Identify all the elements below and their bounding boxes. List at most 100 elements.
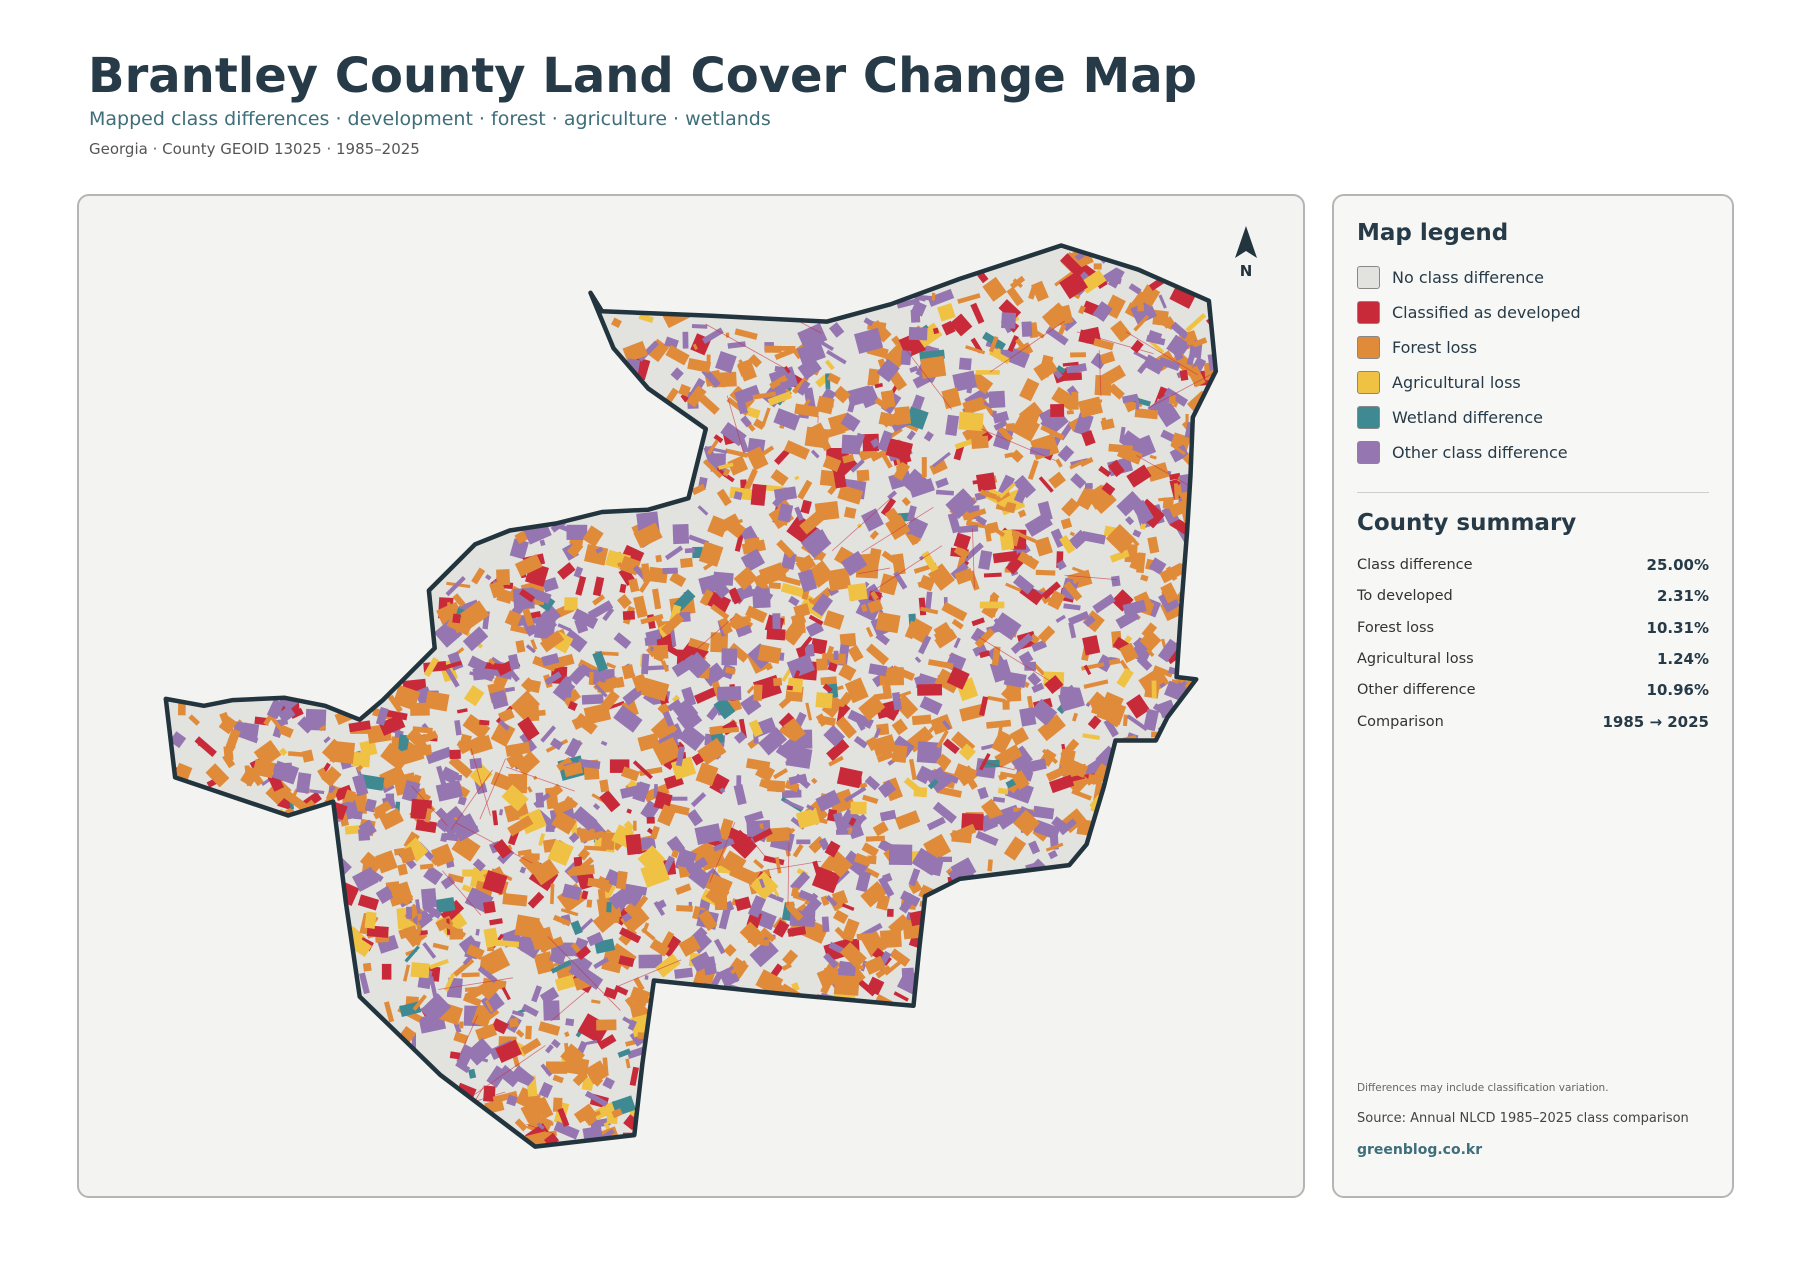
- summary-row: Agricultural loss 1.24%: [1357, 648, 1709, 670]
- change-patch: [761, 407, 771, 428]
- change-patch: [463, 685, 485, 707]
- change-patch: [564, 597, 578, 611]
- change-patch: [889, 948, 911, 967]
- summary-label: Agricultural loss: [1357, 650, 1474, 667]
- change-patch: [575, 575, 587, 596]
- change-patch: [458, 736, 483, 755]
- change-patch: [397, 863, 408, 876]
- change-patch: [626, 1046, 645, 1059]
- change-patch: [698, 909, 718, 931]
- change-patch: [507, 653, 520, 671]
- change-patch: [1073, 412, 1094, 437]
- change-patch: [514, 914, 540, 939]
- change-patch: [511, 1010, 525, 1018]
- change-patch: [713, 938, 726, 955]
- change-patch: [745, 605, 768, 624]
- change-patch: [625, 833, 643, 856]
- change-patch: [1185, 312, 1207, 333]
- change-patch: [674, 967, 694, 979]
- change-patch: [945, 488, 977, 519]
- change-patch: [716, 488, 732, 507]
- change-patch: [706, 354, 711, 367]
- change-patch: [1008, 348, 1030, 369]
- change-patch: [970, 337, 983, 354]
- change-patch: [1031, 682, 1045, 694]
- change-patch: [1139, 629, 1162, 652]
- change-patch: [783, 799, 804, 811]
- change-patch: [1108, 383, 1125, 400]
- change-patch: [871, 734, 897, 757]
- change-patch: [1092, 593, 1116, 614]
- change-patch: [1087, 715, 1102, 730]
- change-patch: [633, 820, 637, 831]
- change-patch: [1126, 714, 1148, 732]
- change-patch: [567, 700, 578, 712]
- change-patch: [856, 469, 870, 482]
- road-line: [857, 567, 891, 575]
- change-patch: [1006, 286, 1024, 307]
- change-patch: [444, 973, 456, 992]
- change-patch: [810, 638, 828, 655]
- change-patch: [1173, 483, 1179, 500]
- change-patch: [307, 789, 325, 795]
- change-patch: [1132, 538, 1140, 547]
- change-patch: [967, 570, 980, 591]
- change-patch: [1146, 335, 1166, 346]
- change-patch: [573, 566, 584, 579]
- change-patch: [767, 391, 793, 406]
- change-patch: [514, 1118, 528, 1132]
- change-patch: [952, 370, 978, 392]
- summary-value: 1985 → 2025: [1602, 712, 1709, 731]
- change-patches: [169, 245, 1216, 1147]
- change-patch: [317, 767, 328, 778]
- change-patch: [1055, 458, 1063, 468]
- road-line: [1064, 574, 1118, 581]
- change-patch: [916, 741, 943, 764]
- change-patch: [1169, 444, 1190, 463]
- change-patch: [1108, 443, 1133, 454]
- change-patch: [841, 850, 870, 877]
- change-patch: [1083, 615, 1096, 628]
- change-patch: [1147, 536, 1160, 554]
- change-patch: [602, 607, 615, 622]
- change-patch: [850, 801, 867, 815]
- change-patch: [727, 455, 749, 476]
- change-patch: [800, 499, 812, 514]
- change-patch: [398, 846, 416, 864]
- change-patch: [623, 902, 645, 923]
- change-patch: [1012, 530, 1037, 543]
- change-patch: [606, 901, 612, 913]
- change-patch: [760, 927, 776, 943]
- change-patch: [974, 628, 995, 648]
- change-patch: [691, 324, 708, 329]
- change-patch: [543, 1000, 560, 1021]
- change-patch: [352, 866, 379, 892]
- change-patch: [879, 809, 897, 822]
- change-patch: [664, 545, 684, 561]
- change-patch: [462, 626, 489, 652]
- change-patch: [1050, 404, 1065, 417]
- change-patch: [561, 883, 582, 901]
- change-patch: [678, 723, 706, 752]
- change-patch: [1035, 569, 1056, 576]
- change-patch: [932, 801, 957, 824]
- map-panel: N: [77, 194, 1305, 1198]
- change-patch: [882, 684, 893, 700]
- change-patch: [767, 892, 785, 903]
- change-patch: [501, 784, 529, 812]
- change-patch: [530, 853, 540, 861]
- change-patch: [1034, 536, 1053, 557]
- change-patch: [797, 380, 811, 396]
- change-patch: [177, 702, 186, 716]
- change-patch: [1078, 305, 1086, 315]
- change-patch: [455, 1060, 471, 1074]
- change-patch: [941, 320, 956, 336]
- change-patch: [556, 756, 573, 772]
- change-patch: [1161, 638, 1167, 648]
- change-patch: [1065, 362, 1088, 375]
- footnote: Differences may include classification v…: [1357, 1082, 1609, 1094]
- change-patch: [1059, 270, 1089, 300]
- change-patch: [875, 965, 892, 979]
- change-patch: [971, 435, 989, 449]
- change-patch: [901, 468, 928, 496]
